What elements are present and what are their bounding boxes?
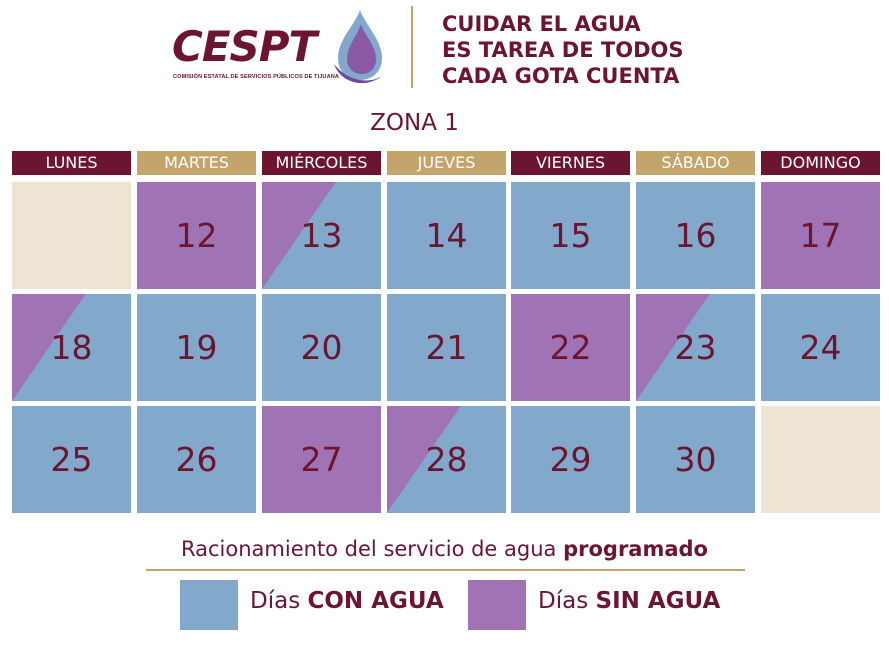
calendar-day-sin: 27 xyxy=(262,406,381,513)
weekday-header: LUNES xyxy=(12,151,131,175)
day-number: 30 xyxy=(674,440,717,479)
day-number: 25 xyxy=(50,440,93,479)
water-drop-icon xyxy=(334,10,382,84)
day-number: 29 xyxy=(549,440,592,479)
split-day-triangle xyxy=(387,406,461,513)
day-number: 15 xyxy=(549,216,592,255)
day-number: 24 xyxy=(799,328,842,367)
day-number: 23 xyxy=(674,328,717,367)
legend-label-bold: CON AGUA xyxy=(307,588,444,614)
weekday-header: MIÉRCOLES xyxy=(262,151,381,175)
day-number: 12 xyxy=(175,216,218,255)
calendar-day-empty xyxy=(761,406,880,513)
calendar-day-con: 19 xyxy=(137,294,256,401)
day-number: 14 xyxy=(425,216,468,255)
calendar-day-con: 24 xyxy=(761,294,880,401)
day-number: 17 xyxy=(799,216,842,255)
weekday-header: JUEVES xyxy=(387,151,506,175)
calendar-day-sin: 12 xyxy=(137,182,256,289)
weekday-header: VIERNES xyxy=(511,151,630,175)
split-day-triangle xyxy=(262,182,336,289)
logo-text: CESPT xyxy=(172,22,317,71)
legend-title: Racionamiento del servicio de agua progr… xyxy=(0,537,889,561)
header-divider xyxy=(411,6,413,88)
split-day-triangle xyxy=(636,294,710,401)
calendar-day-split: 23 xyxy=(636,294,755,401)
slogan-line: CUIDAR EL AGUA xyxy=(442,12,641,36)
calendar-day-con: 30 xyxy=(636,406,755,513)
legend-label-con-agua: Días CON AGUA xyxy=(250,588,444,614)
legend-title-bold: programado xyxy=(563,537,708,561)
calendar-day-split: 28 xyxy=(387,406,506,513)
calendar-day-con: 26 xyxy=(137,406,256,513)
calendar-day-con: 21 xyxy=(387,294,506,401)
logo-subtitle: COMISIÓN ESTATAL DE SERVICIOS PÚBLICOS D… xyxy=(173,74,339,80)
slogan-line: ES TAREA DE TODOS xyxy=(442,38,684,62)
calendar-day-con: 29 xyxy=(511,406,630,513)
weekday-header: DOMINGO xyxy=(761,151,880,175)
legend-divider xyxy=(146,569,745,571)
slogan-line: CADA GOTA CUENTA xyxy=(442,64,680,88)
legend-label-prefix: Días xyxy=(538,588,596,614)
calendar-day-con: 16 xyxy=(636,182,755,289)
slogan: CUIDAR EL AGUA ES TAREA DE TODOS CADA GO… xyxy=(442,11,683,89)
legend-label-prefix: Días xyxy=(250,588,308,614)
day-number: 19 xyxy=(175,328,218,367)
day-number: 26 xyxy=(175,440,218,479)
header: CESPT COMISIÓN ESTATAL DE SERVICIOS PÚBL… xyxy=(0,0,889,100)
zone-title: ZONA 1 xyxy=(370,110,459,136)
calendar-day-empty xyxy=(12,182,131,289)
legend-swatch-con-agua xyxy=(180,580,238,630)
day-number: 28 xyxy=(425,440,468,479)
legend-title-text: Racionamiento del servicio de agua xyxy=(181,537,564,561)
day-number: 13 xyxy=(300,216,343,255)
split-day-triangle xyxy=(12,294,86,401)
day-number: 22 xyxy=(549,328,592,367)
day-number: 20 xyxy=(300,328,343,367)
weekday-header: MARTES xyxy=(137,151,256,175)
calendar-day-sin: 22 xyxy=(511,294,630,401)
day-number: 27 xyxy=(300,440,343,479)
calendar-day-con: 14 xyxy=(387,182,506,289)
legend-label-bold: SIN AGUA xyxy=(595,588,721,614)
calendar-day-con: 25 xyxy=(12,406,131,513)
weekday-header: SÁBADO xyxy=(636,151,755,175)
calendar-day-split: 18 xyxy=(12,294,131,401)
calendar-day-con: 20 xyxy=(262,294,381,401)
day-number: 16 xyxy=(674,216,717,255)
legend-swatch-sin-agua xyxy=(468,580,526,630)
day-number: 18 xyxy=(50,328,93,367)
calendar-day-con: 15 xyxy=(511,182,630,289)
legend-label-sin-agua: Días SIN AGUA xyxy=(538,588,720,614)
day-number: 21 xyxy=(425,328,468,367)
calendar-day-split: 13 xyxy=(262,182,381,289)
calendar-day-sin: 17 xyxy=(761,182,880,289)
